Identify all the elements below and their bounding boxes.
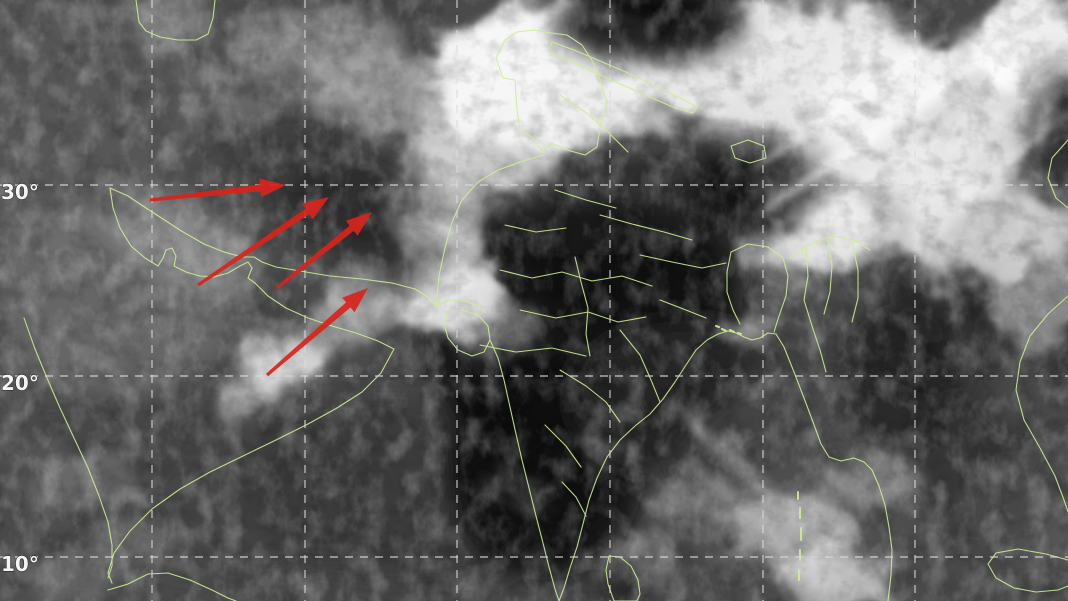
north-india-state-borders: [504, 94, 727, 269]
red-sea-coast: [23, 317, 113, 579]
northeast-india-borders: [789, 235, 871, 373]
mekong-delta-coast: [987, 548, 1068, 593]
gulf-of-tonkin-vietnam-coast: [1015, 295, 1068, 513]
makran-coast: [253, 256, 437, 307]
kathiawar-peninsula: [443, 309, 491, 357]
flow-arrow: [266, 288, 368, 377]
bhutan-border: [730, 139, 767, 164]
oman-coast: [254, 282, 395, 350]
kutch-coast: [435, 299, 487, 314]
south-arabia-coast: [107, 348, 395, 584]
andaman-islands: [797, 491, 802, 581]
persian-gulf-north-coast: [109, 187, 255, 258]
latitude-label-layer: 30° 20° 10°: [1, 180, 40, 577]
horn-of-africa-coast: [107, 572, 237, 601]
latitude-label: 20°: [1, 371, 39, 395]
latitude-label: 30°: [1, 180, 39, 204]
flow-arrow: [276, 212, 372, 290]
flow-arrow-layer: [149, 178, 372, 377]
ganges-delta-islands: [714, 324, 743, 336]
central-india-state-borders: [479, 256, 707, 517]
flow-arrow: [149, 178, 286, 202]
vietnam-china-coast: [1047, 139, 1068, 209]
bangladesh-border: [726, 243, 789, 333]
india-east-coast: [558, 330, 777, 601]
caspian-sea-outline: [135, 0, 216, 41]
boundary-layer: [23, 0, 1068, 601]
myanmar-coast: [775, 333, 893, 601]
sri-lanka-outline: [605, 555, 641, 601]
latitude-label: 10°: [1, 552, 39, 576]
persian-gulf-south-coast: [109, 187, 256, 284]
flow-arrow: [197, 197, 329, 287]
kashmir-boundary: [495, 29, 608, 156]
india-pakistan-border: [435, 154, 544, 307]
